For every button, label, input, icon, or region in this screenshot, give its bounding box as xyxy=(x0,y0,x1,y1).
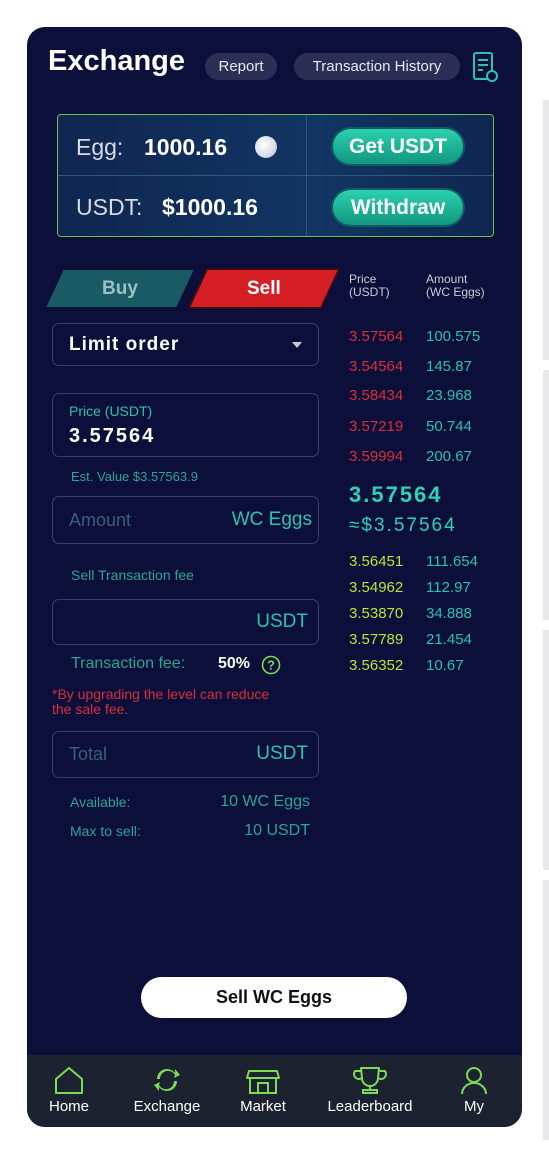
price-field-label: Price (USDT) xyxy=(69,403,153,419)
withdraw-button[interactable]: Withdraw xyxy=(333,190,463,225)
orderbook-amount-header: Amount (WC Eggs) xyxy=(426,273,485,299)
transaction-history-button[interactable]: Transaction History xyxy=(294,53,460,80)
nav-item-my[interactable]: My xyxy=(429,1055,519,1127)
header-line: (USDT) xyxy=(349,285,390,299)
header-line: Price xyxy=(349,272,377,286)
get-usdt-button[interactable]: Get USDT xyxy=(333,129,463,164)
amount-input[interactable]: Amount WC Eggs xyxy=(52,496,319,544)
nav-label: Exchange xyxy=(133,1098,201,1115)
total-input[interactable]: Total USDT xyxy=(52,731,319,778)
egg-coin-icon xyxy=(255,136,277,158)
fee-input[interactable]: USDT xyxy=(52,599,319,645)
nav-item-leaderboard[interactable]: Leaderboard xyxy=(325,1055,415,1127)
tab-buy[interactable]: Buy xyxy=(46,270,194,307)
nav-label: Market xyxy=(240,1098,286,1115)
sell-wc-eggs-button[interactable]: Sell WC Eggs xyxy=(141,977,407,1018)
usdt-balance: $1000.16 xyxy=(162,194,258,220)
ask-amount: 23.968 xyxy=(426,387,472,404)
current-price: 3.57564 xyxy=(349,482,443,507)
tab-sell[interactable]: Sell xyxy=(190,270,338,307)
fee-warning-line: the sale fee. xyxy=(52,701,129,717)
frame-edge xyxy=(543,880,549,1140)
ask-price: 3.57564 xyxy=(349,328,404,345)
available-label: Available: xyxy=(70,794,131,810)
amount-placeholder: Amount xyxy=(69,510,132,530)
frame-edge xyxy=(543,100,549,360)
bid-amount: 10.67 xyxy=(426,657,464,674)
bid-amount: 112.97 xyxy=(426,579,471,596)
sell-fee-title: Sell Transaction fee xyxy=(71,567,194,583)
bid-price: 3.54962 xyxy=(349,579,404,596)
bid-amount: 111.654 xyxy=(426,553,478,570)
nav-label: Home xyxy=(48,1098,89,1115)
bid-price: 3.56451 xyxy=(349,553,404,570)
chevron-down-icon xyxy=(292,342,302,348)
total-unit: USDT xyxy=(256,743,308,764)
ask-price: 3.59994 xyxy=(349,448,404,465)
price-field-value: 3.57564 xyxy=(69,425,156,447)
available-value: 10 WC Eggs xyxy=(220,793,310,810)
egg-balance: 1000.16 xyxy=(144,134,228,160)
ask-amount: 200.67 xyxy=(426,448,472,465)
balance-panel: Egg: 1000.16 USDT: $1000.16 Get USDT Wit… xyxy=(57,114,494,237)
price-field[interactable]: Price (USDT) 3.57564 xyxy=(52,393,319,457)
home-icon xyxy=(55,1067,83,1094)
header-line: Amount xyxy=(426,272,468,286)
ask-amount: 145.87 xyxy=(426,358,472,375)
ask-price: 3.58434 xyxy=(349,387,404,404)
bid-price: 3.53870 xyxy=(349,605,404,622)
trophy-icon xyxy=(353,1067,387,1094)
bid-price: 3.56352 xyxy=(349,657,404,674)
bottom-nav: Home Exchange Market xyxy=(27,1055,522,1127)
nav-item-home[interactable]: Home xyxy=(27,1055,114,1127)
egg-label: Egg: xyxy=(76,134,124,160)
exchange-icon xyxy=(154,1069,180,1091)
report-button[interactable]: Report xyxy=(205,53,277,80)
transaction-fee-value: 50% xyxy=(218,655,251,672)
fee-unit: USDT xyxy=(256,611,308,632)
bid-amount: 34.888 xyxy=(426,605,472,622)
user-icon xyxy=(461,1067,487,1095)
ask-amount: 100.575 xyxy=(426,328,481,345)
help-icon[interactable]: ? xyxy=(261,655,281,675)
ask-price: 3.57219 xyxy=(349,418,404,435)
current-price-usd: ≈$3.57564 xyxy=(349,515,457,536)
nav-item-exchange[interactable]: Exchange xyxy=(122,1055,212,1127)
nav-label: Leaderboard xyxy=(327,1098,413,1115)
estimated-value: Est. Value $3.57563.9 xyxy=(71,469,198,484)
transaction-fee-label: Transaction fee: xyxy=(71,655,186,672)
fee-warning: *By upgrading the level can reduce the s… xyxy=(52,687,269,717)
order-type-value: Limit order xyxy=(69,334,180,355)
tab-sell-label: Sell xyxy=(247,278,281,299)
max-sell-label: Max to sell: xyxy=(70,823,141,839)
svg-text:?: ? xyxy=(267,658,275,673)
tab-buy-label: Buy xyxy=(102,278,138,299)
app-screen: Exchange Report Transaction History Egg:… xyxy=(27,27,522,1127)
market-icon xyxy=(246,1070,280,1094)
fee-warning-line: *By upgrading the level can reduce xyxy=(52,686,270,702)
nav-label: My xyxy=(464,1098,484,1115)
bid-amount: 21.454 xyxy=(426,631,472,648)
frame-edge xyxy=(543,630,549,870)
receipt-icon[interactable] xyxy=(471,51,499,83)
frame-edge xyxy=(543,370,549,620)
usdt-label: USDT: xyxy=(76,194,143,220)
amount-unit: WC Eggs xyxy=(231,509,312,530)
ask-amount: 50.744 xyxy=(426,418,472,435)
order-type-select[interactable]: Limit order xyxy=(52,323,319,366)
header-line: (WC Eggs) xyxy=(426,285,485,299)
page-title: Exchange xyxy=(48,45,185,77)
total-placeholder: Total xyxy=(69,744,108,764)
nav-item-market[interactable]: Market xyxy=(218,1055,308,1127)
max-sell-value: 10 USDT xyxy=(244,822,310,839)
divider xyxy=(58,175,493,176)
ask-price: 3.54564 xyxy=(349,358,404,375)
orderbook-price-header: Price (USDT) xyxy=(349,273,390,299)
bid-price: 3.57789 xyxy=(349,631,404,648)
